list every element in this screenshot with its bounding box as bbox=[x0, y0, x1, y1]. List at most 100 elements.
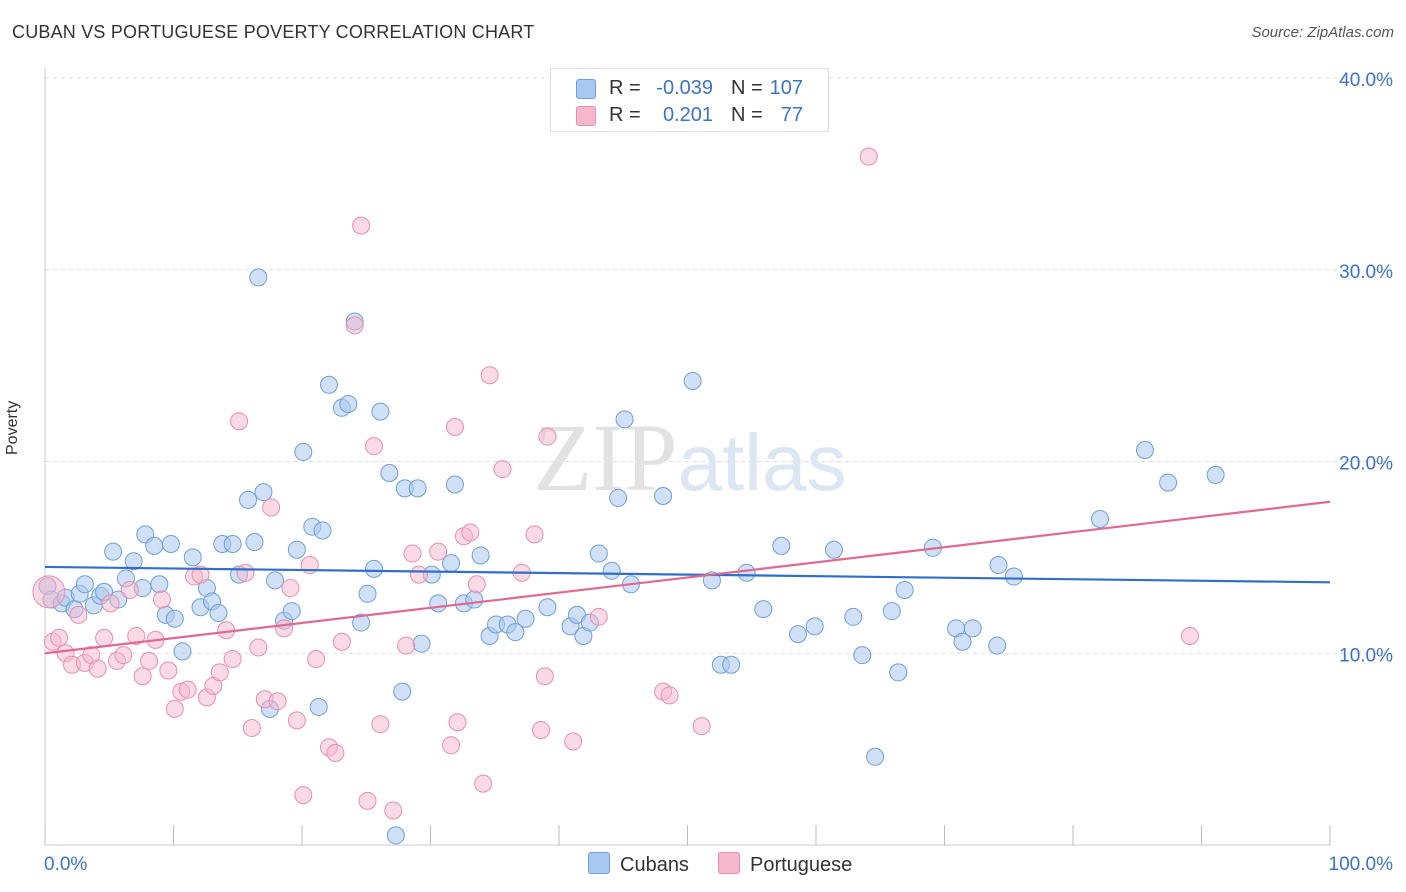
cubans-point bbox=[150, 575, 169, 594]
swatch-portuguese bbox=[576, 106, 596, 126]
r-value: 0.201 bbox=[662, 104, 713, 126]
portuguese-point bbox=[50, 628, 69, 647]
cubans-point bbox=[412, 634, 431, 653]
portuguese-point bbox=[32, 575, 66, 609]
portuguese-point bbox=[480, 366, 499, 385]
cubans-point bbox=[683, 371, 702, 390]
portuguese-point bbox=[281, 579, 300, 598]
y-tick-labels: 10.0% 20.0% 30.0% 40.0% bbox=[1339, 70, 1393, 666]
portuguese-point bbox=[268, 692, 287, 711]
portuguese-point bbox=[133, 667, 152, 686]
portuguese-trend-line bbox=[44, 500, 1331, 655]
n-value: 107 bbox=[769, 77, 803, 99]
portuguese-point bbox=[448, 713, 467, 732]
portuguese-point bbox=[178, 680, 197, 699]
cubans-point bbox=[882, 602, 901, 621]
y-tick-label: 30.0% bbox=[1339, 262, 1393, 283]
cubans-point bbox=[75, 575, 94, 594]
cubans-point bbox=[165, 609, 184, 628]
cubans-point bbox=[1159, 473, 1178, 492]
cubans-point bbox=[772, 536, 791, 555]
stats-box: R = -0.039 N = 107 R = 0.201 N = 77 bbox=[550, 68, 829, 132]
cubans-point bbox=[393, 682, 412, 701]
cubans-point bbox=[989, 556, 1008, 575]
x-tick-labels: 0.0% 100.0% bbox=[44, 854, 1393, 875]
cubans-point bbox=[853, 646, 872, 665]
y-tick-label: 40.0% bbox=[1339, 70, 1393, 91]
cubans-point bbox=[538, 598, 557, 617]
portuguese-point bbox=[249, 638, 268, 657]
portuguese-point bbox=[120, 580, 139, 599]
cubans-point bbox=[249, 268, 268, 287]
cubans-point bbox=[1206, 465, 1225, 484]
cubans-point bbox=[1090, 510, 1109, 529]
cubans-trend-line bbox=[44, 565, 1331, 584]
cubans-point bbox=[963, 619, 982, 638]
legend-swatch-cubans bbox=[588, 852, 610, 874]
cubans-point bbox=[866, 747, 885, 766]
stats-row-cubans: R = -0.039 N = 107 bbox=[551, 75, 828, 101]
portuguese-point bbox=[127, 626, 146, 645]
portuguese-point bbox=[294, 786, 313, 805]
portuguese-point bbox=[352, 216, 371, 235]
cubans-point bbox=[471, 546, 490, 565]
n-label: N = bbox=[731, 104, 763, 126]
portuguese-point bbox=[236, 563, 255, 582]
portuguese-point bbox=[397, 636, 416, 655]
portuguese-point bbox=[467, 575, 486, 594]
portuguese-point bbox=[230, 412, 249, 431]
portuguese-point bbox=[165, 699, 184, 718]
portuguese-point bbox=[326, 743, 345, 762]
legend-label-portuguese: Portuguese bbox=[750, 854, 853, 876]
cubans-point bbox=[889, 663, 908, 682]
portuguese-point bbox=[474, 774, 493, 793]
portuguese-point bbox=[275, 619, 294, 638]
cubans-point bbox=[516, 609, 535, 628]
portuguese-point bbox=[692, 717, 711, 736]
cubans-point bbox=[309, 697, 328, 716]
portuguese-point bbox=[332, 632, 351, 651]
cubans-point bbox=[266, 571, 285, 590]
portuguese-point bbox=[538, 427, 557, 446]
legend-swatch-portuguese bbox=[718, 852, 740, 874]
cubans-point bbox=[465, 590, 484, 609]
cubans-point bbox=[824, 540, 843, 559]
cubans-point bbox=[722, 655, 741, 674]
cubans-point bbox=[844, 607, 863, 626]
x-tick-label: 100.0% bbox=[1329, 854, 1394, 875]
x-axis-ticks bbox=[44, 825, 1331, 845]
r-label: R = bbox=[609, 77, 641, 99]
cubans-point bbox=[282, 602, 301, 621]
portuguese-point bbox=[210, 663, 229, 682]
portuguese-point bbox=[345, 316, 364, 335]
stats-row-portuguese: R = 0.201 N = 77 bbox=[551, 102, 828, 128]
legend-label-cubans: Cubans bbox=[620, 854, 689, 876]
cubans-point bbox=[1004, 567, 1023, 586]
chart-title: CUBAN VS PORTUGUESE POVERTY CORRELATION … bbox=[12, 22, 535, 42]
cubans-point bbox=[445, 475, 464, 494]
portuguese-point bbox=[223, 650, 242, 669]
portuguese-point bbox=[403, 544, 422, 563]
cubans-point bbox=[245, 533, 264, 552]
portuguese-point bbox=[442, 736, 461, 755]
cubans-point bbox=[789, 625, 808, 644]
portuguese-point bbox=[525, 525, 544, 544]
portuguese-point bbox=[384, 801, 403, 820]
portuguese-point bbox=[152, 590, 171, 609]
cubans-point bbox=[124, 552, 143, 571]
portuguese-point bbox=[307, 650, 326, 669]
portuguese-point bbox=[69, 605, 88, 624]
portuguese-point bbox=[191, 565, 210, 584]
portuguese-point bbox=[493, 460, 512, 479]
cubans-point bbox=[319, 375, 338, 394]
cubans-point bbox=[254, 483, 273, 502]
r-label: R = bbox=[609, 104, 641, 126]
cubans-point bbox=[506, 623, 525, 642]
cubans-point bbox=[339, 394, 358, 413]
cubans-point bbox=[239, 490, 258, 509]
cubans-point bbox=[223, 534, 242, 553]
cubans-point bbox=[104, 542, 123, 561]
source-label: Source: ZipAtlas.com bbox=[1251, 24, 1394, 41]
cubans-point bbox=[988, 636, 1007, 655]
